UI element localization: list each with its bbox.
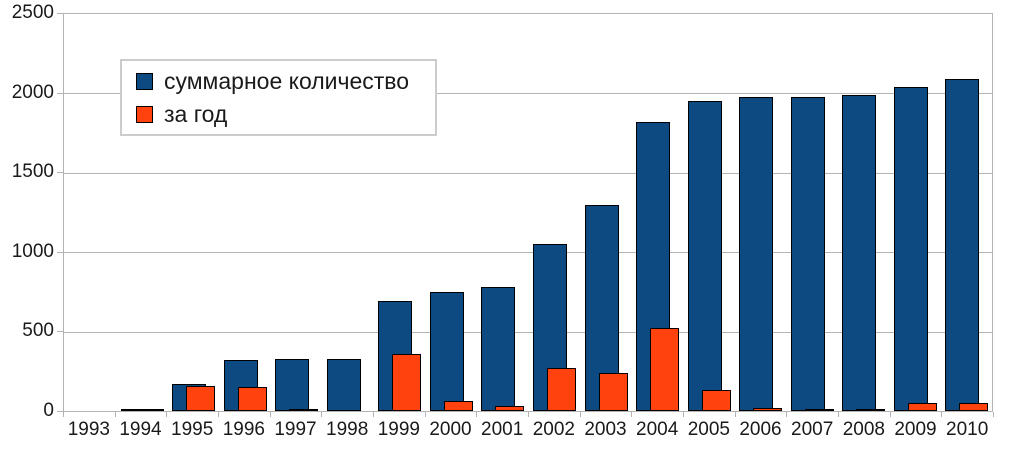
total-series-swatch <box>136 72 153 90</box>
bar-total-2007 <box>790 97 825 411</box>
bar-annual-1995 <box>186 386 216 411</box>
x-axis-tick <box>890 412 891 417</box>
bar-annual-1997 <box>289 409 319 411</box>
x-axis-tick <box>373 412 374 417</box>
bar-annual-2002 <box>547 368 576 411</box>
gridline-1500 <box>64 173 992 174</box>
x-axis-label-2003: 2003 <box>584 419 627 440</box>
bar-total-2008 <box>842 95 877 411</box>
x-axis-tick <box>941 412 942 417</box>
x-axis-label-1995: 1995 <box>171 419 214 440</box>
x-axis-tick <box>631 412 632 417</box>
bar-total-1998 <box>326 359 361 411</box>
x-axis-label-1997: 1997 <box>274 419 317 440</box>
bar-annual-2005 <box>701 390 731 411</box>
annual-series-swatch <box>136 105 153 123</box>
legend-item-total: суммарное количество <box>136 68 435 94</box>
bar-total-2000 <box>429 292 464 411</box>
x-axis-tick <box>735 412 736 417</box>
x-axis-label-2004: 2004 <box>636 419 679 440</box>
x-axis-tick <box>528 412 529 417</box>
x-axis-label-2010: 2010 <box>946 419 989 440</box>
total-series-label: суммарное количество <box>164 68 410 94</box>
bar-annual-1996 <box>237 387 267 411</box>
x-axis-tick <box>270 412 271 417</box>
y-axis-tick <box>57 13 63 14</box>
y-axis-tick <box>57 252 63 253</box>
bar-annual-2003 <box>598 373 628 411</box>
y-axis-label-1000: 1000 <box>11 241 54 262</box>
bar-annual-2000 <box>443 401 473 411</box>
bar-annual-2006 <box>753 408 783 411</box>
y-axis-tick <box>57 411 63 412</box>
bar-total-2005 <box>687 101 722 411</box>
y-axis-tick <box>57 93 63 94</box>
x-axis-tick <box>425 412 426 417</box>
gridline-500 <box>64 332 992 333</box>
x-axis-label-2006: 2006 <box>739 419 782 440</box>
annual-series-label: за год <box>164 101 228 127</box>
x-axis-label-1993: 1993 <box>67 419 110 440</box>
x-axis-label-1998: 1998 <box>326 419 369 440</box>
bar-annual-2008 <box>856 409 886 411</box>
legend-item-annual: за год <box>136 101 435 127</box>
y-axis-label-2500: 2500 <box>11 2 54 23</box>
bar-annual-1999 <box>392 354 422 411</box>
x-axis-label-2001: 2001 <box>481 419 524 440</box>
x-axis-tick <box>63 412 64 417</box>
x-axis-tick <box>166 412 167 417</box>
legend: суммарное количество за год <box>120 59 437 136</box>
gridline-2000 <box>64 93 992 94</box>
x-axis-tick <box>580 412 581 417</box>
x-axis-label-1996: 1996 <box>222 419 265 440</box>
x-axis-label-1994: 1994 <box>119 419 162 440</box>
x-axis-tick <box>993 412 994 417</box>
plot-area <box>63 13 993 412</box>
x-axis-label-2007: 2007 <box>791 419 834 440</box>
bar-annual-2007 <box>804 409 834 411</box>
x-axis-tick <box>476 412 477 417</box>
x-axis-label-1999: 1999 <box>377 419 420 440</box>
y-axis-label-0: 0 <box>43 400 54 421</box>
bar-total-2006 <box>739 97 774 411</box>
bar-annual-2001 <box>495 406 525 411</box>
bar-total-2001 <box>481 287 516 411</box>
bar-total-1997 <box>275 359 310 411</box>
x-axis-label-2008: 2008 <box>842 419 885 440</box>
bar-annual-2010 <box>959 403 989 411</box>
y-axis-tick <box>57 172 63 173</box>
x-axis-tick <box>115 412 116 417</box>
bar-total-2010 <box>945 79 980 411</box>
x-axis-tick <box>683 412 684 417</box>
x-axis-label-2002: 2002 <box>532 419 575 440</box>
x-axis-tick <box>218 412 219 417</box>
y-axis-tick <box>57 331 63 332</box>
y-axis-label-2000: 2000 <box>11 82 54 103</box>
x-axis-tick <box>321 412 322 417</box>
bar-annual-1994 <box>134 409 164 411</box>
bar-annual-2004 <box>650 328 680 411</box>
x-axis-tick <box>786 412 787 417</box>
bar-total-2009 <box>893 87 928 411</box>
gridline-1000 <box>64 252 992 253</box>
y-axis-label-500: 500 <box>22 320 54 341</box>
bar-annual-2009 <box>907 403 937 411</box>
x-axis-label-2009: 2009 <box>894 419 937 440</box>
y-axis-label-1500: 1500 <box>11 161 54 182</box>
x-axis-label-2000: 2000 <box>429 419 472 440</box>
x-axis-tick <box>838 412 839 417</box>
x-axis-label-2005: 2005 <box>687 419 730 440</box>
